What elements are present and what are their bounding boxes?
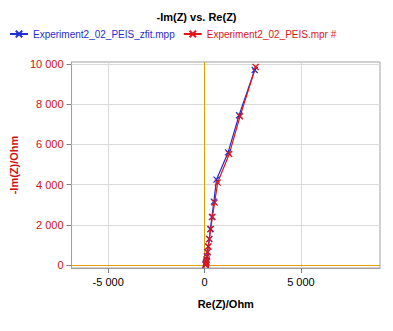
svg-text:4 000: 4 000 — [36, 179, 64, 191]
svg-text:Experiment2_02_PEIS_zfit.mpp: Experiment2_02_PEIS_zfit.mpp — [33, 29, 175, 40]
svg-text:10 000: 10 000 — [30, 58, 64, 70]
svg-text:Re(Z)/Ohm: Re(Z)/Ohm — [198, 298, 254, 310]
svg-text:0: 0 — [57, 259, 63, 271]
svg-text:-Im(Z) vs. Re(Z): -Im(Z) vs. Re(Z) — [156, 11, 236, 23]
svg-text:2 000: 2 000 — [36, 219, 64, 231]
svg-text:8 000: 8 000 — [36, 98, 64, 110]
svg-text:5 000: 5 000 — [287, 276, 315, 288]
svg-text:-Im(Z)/Ohm: -Im(Z)/Ohm — [8, 135, 20, 194]
svg-text:Experiment2_02_PEIS.mpr #: Experiment2_02_PEIS.mpr # — [207, 29, 337, 40]
svg-text:-5 000: -5 000 — [93, 276, 124, 288]
svg-text:6 000: 6 000 — [36, 138, 64, 150]
svg-text:0: 0 — [202, 276, 208, 288]
